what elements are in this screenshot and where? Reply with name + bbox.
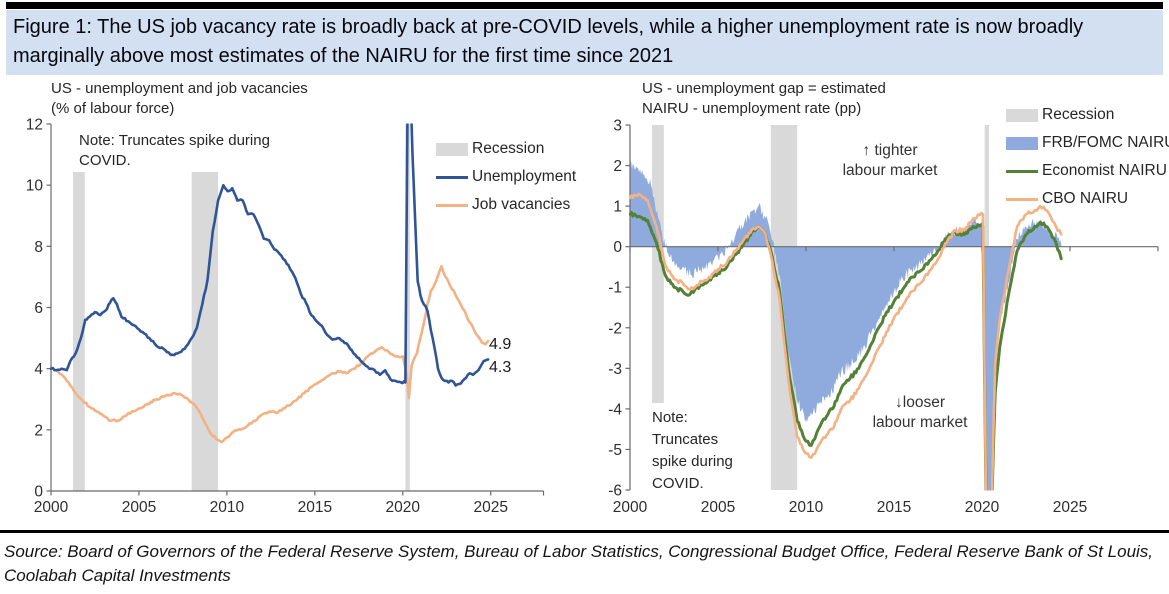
legend-swatch-job-vacancies bbox=[436, 203, 468, 207]
y-tick-label: 2 bbox=[34, 422, 43, 439]
y-tick-label: 4 bbox=[34, 361, 43, 378]
legend-swatch-cbo-nairu bbox=[1006, 197, 1038, 201]
legend-label-job-vacancies: Job vacancies bbox=[472, 196, 571, 213]
legend-label-recession: Recession bbox=[1042, 106, 1115, 123]
x-tick-label: 2005 bbox=[701, 499, 735, 516]
y-tick-label: -3 bbox=[608, 361, 622, 378]
y-tick-label: -1 bbox=[608, 280, 622, 297]
recession-band bbox=[72, 172, 85, 491]
legend-item-economist-nairu: Economist NAIRU bbox=[1006, 161, 1169, 181]
recession-band bbox=[405, 124, 410, 491]
x-tick-label: 2025 bbox=[1053, 499, 1087, 516]
legend-label-frb-fomc-nairu: FRB/FOMC NAIRU bbox=[1042, 134, 1169, 151]
series-area-frb-fomc-nairu bbox=[630, 160, 1062, 491]
legend-item-job-vacancies: Job vacancies bbox=[436, 195, 576, 215]
divider-rule bbox=[0, 530, 1169, 533]
legend-label-unemployment: Unemployment bbox=[472, 168, 577, 185]
x-tick-label: 2010 bbox=[210, 499, 245, 516]
legend-item-frb-fomc-nairu: FRB/FOMC NAIRU bbox=[1006, 133, 1169, 153]
x-tick-label: 2025 bbox=[473, 499, 507, 516]
y-tick-label: 3 bbox=[613, 118, 622, 135]
x-tick-label: 2015 bbox=[877, 499, 911, 516]
legend-item-unemployment: Unemployment bbox=[436, 167, 576, 187]
y-tick-label: 6 bbox=[34, 300, 43, 317]
legend-swatch-recession bbox=[436, 142, 468, 156]
vacancies-end-value-label: 4.9 bbox=[489, 336, 512, 353]
left-chart-legend: Recession Unemployment Job vacancies bbox=[436, 139, 576, 223]
legend-swatch-frb-fomc-nairu bbox=[1006, 136, 1038, 150]
legend-swatch-economist-nairu bbox=[1006, 169, 1038, 173]
top-black-bar bbox=[6, 2, 1163, 9]
y-tick-label: 1 bbox=[613, 199, 622, 216]
y-tick-label: 0 bbox=[613, 239, 622, 256]
y-tick-label: -5 bbox=[608, 442, 622, 459]
series-line-economist-nairu bbox=[629, 211, 1063, 491]
figure-title: Figure 1: The US job vacancy rate is bro… bbox=[6, 10, 1163, 75]
legend-label-recession: Recession bbox=[472, 140, 545, 157]
y-tick-label: 8 bbox=[34, 239, 43, 256]
y-tick-label: 10 bbox=[26, 178, 44, 195]
legend-item-recession: Recession bbox=[1006, 105, 1169, 125]
x-tick-label: 2000 bbox=[613, 499, 648, 516]
series-line-job-vacancies bbox=[50, 264, 490, 444]
x-tick-label: 2020 bbox=[965, 499, 1000, 516]
x-tick-label: 2010 bbox=[789, 499, 824, 516]
legend-item-cbo-nairu: CBO NAIRU bbox=[1006, 189, 1169, 209]
y-tick-label: 2 bbox=[613, 158, 622, 175]
left-chart-note: Note: Truncates spike during COVID. bbox=[79, 132, 270, 169]
x-tick-label: 2020 bbox=[386, 499, 421, 516]
legend-swatch-unemployment bbox=[436, 175, 468, 179]
y-tick-label: -6 bbox=[608, 483, 622, 500]
source-text: Source: Board of Governors of the Federa… bbox=[4, 542, 1154, 585]
right-chart-legend: Recession FRB/FOMC NAIRU Economist NAIRU CB… bbox=[1006, 105, 1169, 217]
tighter-labour-market-annotation: ↑ tighter labour market bbox=[842, 142, 938, 179]
y-tick-label: 12 bbox=[26, 117, 43, 134]
right-chart-subtitle: US - unemployment gap = estimated NAIRU … bbox=[642, 80, 886, 117]
legend-swatch-recession bbox=[1006, 108, 1038, 122]
looser-labour-market-annotation: ↓looser labour market bbox=[872, 394, 968, 431]
right-chart-note: Note: Truncates spike during COVID. bbox=[652, 409, 733, 492]
recession-band bbox=[652, 125, 664, 403]
legend-label-cbo-nairu: CBO NAIRU bbox=[1042, 190, 1129, 207]
legend-label-economist-nairu: Economist NAIRU bbox=[1042, 162, 1167, 179]
x-tick-label: 2005 bbox=[122, 499, 156, 516]
x-tick-label: 2015 bbox=[298, 499, 332, 516]
series-line-cbo-nairu bbox=[629, 192, 1063, 491]
x-tick-label: 2000 bbox=[34, 499, 69, 516]
y-tick-label: -4 bbox=[608, 401, 622, 418]
y-tick-label: -2 bbox=[608, 320, 622, 337]
series-line-unemployment bbox=[50, 123, 490, 387]
y-tick-label: 0 bbox=[34, 484, 43, 501]
legend-item-recession: Recession bbox=[436, 139, 576, 159]
left-chart-subtitle: US - unemployment and job vacancies (% o… bbox=[51, 80, 308, 117]
unemployment-end-value-label: 4.3 bbox=[489, 359, 512, 376]
